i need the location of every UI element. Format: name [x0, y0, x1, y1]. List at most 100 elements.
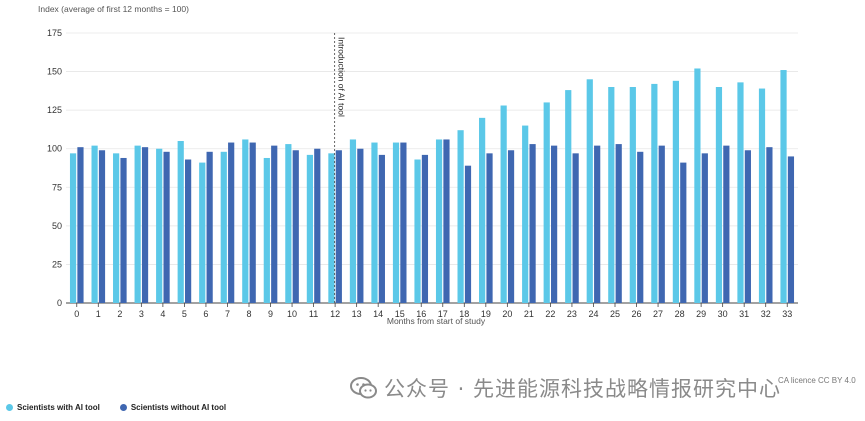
x-axis-title: Months from start of study: [387, 316, 486, 326]
bar-with-ai: [608, 87, 615, 303]
bar-without-ai: [766, 147, 773, 303]
wechat-icon: [350, 377, 377, 399]
bar-with-ai: [651, 83, 658, 304]
bar-with-ai: [479, 117, 486, 303]
bar-without-ai: [185, 159, 192, 303]
bar-without-ai: [615, 144, 622, 303]
bar-with-ai: [694, 68, 701, 303]
legend-item-with-ai[interactable]: Scientists with AI tool: [6, 403, 100, 412]
bar-without-ai: [163, 151, 170, 303]
legend-swatch-without-ai: [119, 404, 127, 411]
x-tick-label: 15: [395, 309, 405, 319]
bar-with-ai: [156, 148, 163, 303]
bar-with-ai: [565, 90, 572, 303]
bar-with-ai: [543, 102, 550, 303]
x-tick-label: 18: [459, 309, 469, 319]
credit-text: CA licence CC BY 4.0: [778, 376, 856, 385]
bar-with-ai: [177, 141, 184, 303]
bar-without-ai: [292, 150, 299, 303]
bar-without-ai: [141, 147, 149, 303]
gridlines: [66, 32, 798, 304]
x-tick-label: 17: [438, 309, 448, 319]
bar-without-ai: [249, 142, 256, 303]
x-tick-label: 8: [246, 309, 251, 319]
bar-with-ai: [392, 142, 400, 303]
bar-with-ai: [758, 88, 766, 304]
bar-with-ai: [328, 153, 335, 303]
bar-with-ai: [414, 159, 421, 303]
y-tick-label: 75: [52, 182, 62, 192]
bar-without-ai: [551, 145, 558, 303]
bar-without-ai: [120, 157, 127, 303]
bar-with-ai: [737, 82, 744, 303]
x-tick-label: 25: [610, 309, 620, 319]
y-tick-label: 25: [52, 259, 62, 269]
bar-with-ai: [457, 130, 464, 303]
x-tick-label: 10: [287, 309, 297, 319]
x-tick-label: 21: [524, 309, 534, 319]
bar-with-ai: [500, 105, 507, 303]
x-tick-label: 24: [588, 309, 598, 319]
legend-item-without-ai[interactable]: Scientists without AI tool: [119, 403, 227, 412]
bar-without-ai: [271, 145, 278, 303]
y-axis-title: Index (average of first 12 months = 100): [38, 4, 189, 14]
x-tick-label: 32: [761, 309, 771, 319]
bar-without-ai: [787, 156, 795, 303]
bar-with-ai: [586, 79, 593, 304]
bars: [69, 68, 795, 304]
bar-without-ai: [400, 142, 407, 303]
bar-with-ai: [349, 139, 357, 303]
bar-without-ai: [421, 154, 429, 303]
legend-label-without-ai: Scientists without AI tool: [130, 403, 227, 412]
bar-without-ai: [744, 150, 751, 303]
x-tick-label: 16: [416, 309, 426, 319]
x-tick-labels: 0 1 2 3 4 5 6 7 8 9 10 11 12 13 14 15 16 17 18 19 20 21 22 23 24…: [74, 303, 792, 319]
y-tick-label: 50: [52, 221, 62, 231]
legend: Scientists with AI tool Scientists witho…: [6, 403, 226, 412]
bar-without-ai: [77, 147, 84, 303]
x-tick-label: 4: [160, 309, 165, 319]
x-tick-label: 2: [117, 309, 122, 319]
bar-with-ai: [629, 87, 636, 303]
annotation-layer: Introduction of AI tool: [334, 33, 347, 303]
legend-label-with-ai: Scientists with AI tool: [17, 403, 100, 412]
bar-without-ai: [701, 153, 708, 303]
bar-without-ai: [594, 145, 601, 303]
bar-with-ai: [371, 142, 378, 303]
bar-with-ai: [306, 154, 313, 303]
watermark-text: 公众号 · 先进能源科技战略情报研究中心: [384, 377, 782, 401]
bar-with-ai: [522, 125, 529, 303]
bar-without-ai: [378, 154, 385, 303]
x-tick-label: 33: [782, 309, 792, 319]
y-tick-label: 175: [47, 28, 62, 38]
x-tick-label: 5: [182, 309, 187, 319]
x-tick-label: 31: [739, 309, 749, 319]
bar-without-ai: [357, 148, 364, 303]
x-tick-label: 6: [203, 309, 208, 319]
legend-swatch-with-ai: [6, 404, 13, 411]
x-tick-label: 22: [545, 309, 555, 319]
bar-without-ai: [206, 151, 213, 303]
bar-without-ai: [680, 162, 687, 303]
bar-without-ai: [98, 150, 106, 303]
bar-with-ai: [285, 144, 292, 303]
x-tick-label: 7: [225, 309, 230, 319]
y-tick-label: 100: [47, 144, 62, 154]
bar-with-ai: [199, 162, 206, 303]
bar-with-ai: [780, 70, 787, 304]
bar-without-ai: [637, 151, 644, 303]
x-tick-label: 14: [373, 309, 383, 319]
bar-with-ai: [242, 139, 249, 303]
bar-without-ai: [464, 165, 472, 303]
x-tick-label: 0: [74, 309, 79, 319]
x-tick-label: 19: [481, 309, 491, 319]
y-tick-labels: 0 25 50 75 100 125 150 175: [47, 28, 62, 308]
watermark: 公众号 · 先进能源科技战略情报研究中心: [350, 373, 781, 403]
y-tick-label: 150: [47, 67, 62, 77]
x-tick-label: 13: [352, 309, 362, 319]
bar-with-ai: [435, 139, 443, 303]
x-tick-label: 23: [567, 309, 577, 319]
x-tick-label: 29: [696, 309, 706, 319]
bar-with-ai: [263, 157, 270, 303]
bar-without-ai: [335, 150, 342, 303]
